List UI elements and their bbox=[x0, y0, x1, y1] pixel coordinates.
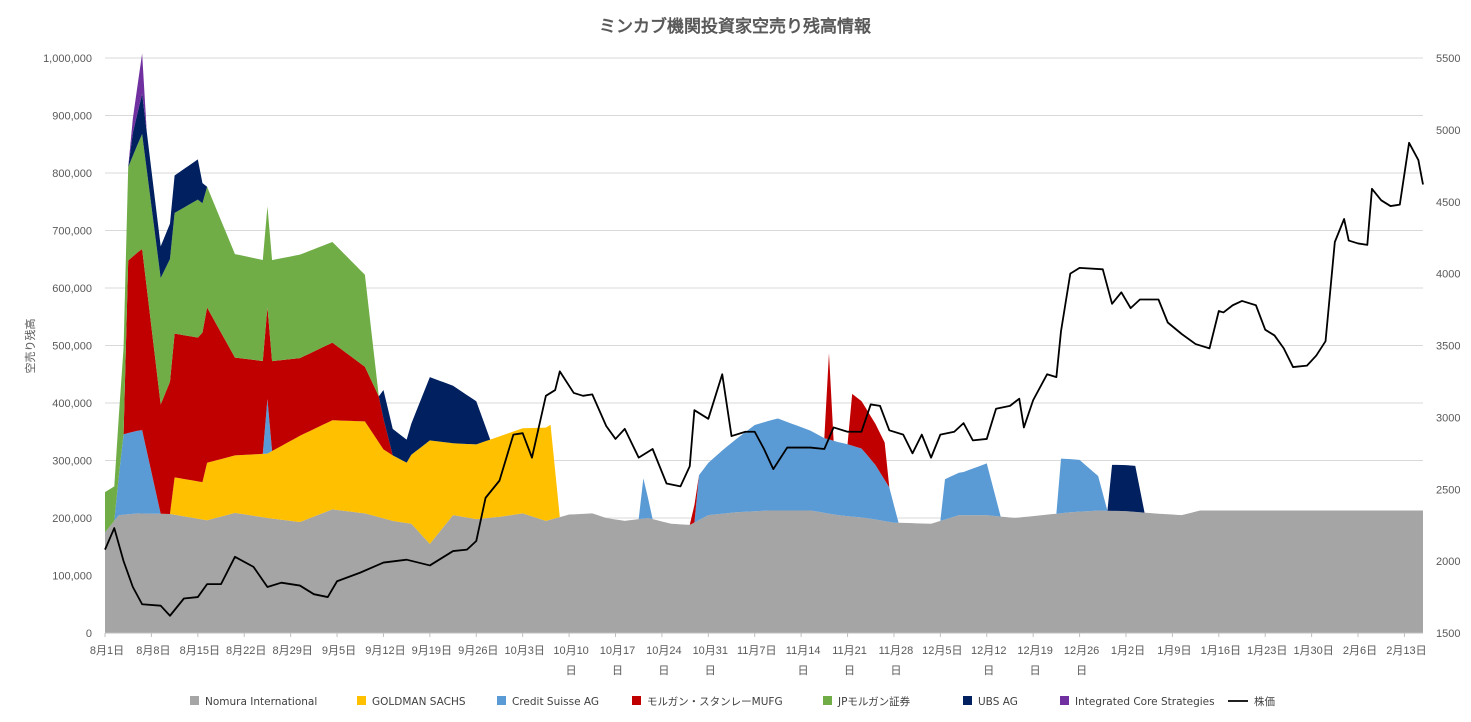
x-tick-label: 10月24 日 bbox=[646, 645, 681, 677]
x-tick-label: 11月28 日 bbox=[879, 645, 914, 677]
x-tick-label: 11月7日 bbox=[737, 645, 777, 657]
y-tick-label: 100,000 bbox=[52, 571, 92, 583]
x-tick-label: 9月12日 bbox=[365, 645, 405, 657]
y-axis-title: 空売り残高 bbox=[23, 319, 37, 374]
legend-swatch bbox=[823, 696, 832, 705]
y2-tick-label: 3000 bbox=[1436, 412, 1460, 424]
axes: 0 100,000 200,000 300,000 400,000 500,000 600,… bbox=[43, 53, 1460, 677]
x-tick-label: 1月2日 bbox=[1111, 645, 1145, 657]
x-tick-label: 11月14 日 bbox=[786, 645, 821, 677]
x-tick-label: 1月9日 bbox=[1157, 645, 1191, 657]
area-series bbox=[105, 509, 1423, 633]
legend-swatch bbox=[1060, 696, 1069, 705]
y2-tick-label: 2000 bbox=[1436, 556, 1460, 568]
x-tick-label: 8月8日 bbox=[136, 645, 170, 657]
x-tick-label: 10月3日 bbox=[504, 645, 544, 657]
legend-swatch bbox=[963, 696, 972, 705]
area-series bbox=[105, 420, 1423, 544]
x-tick-label: 8月15日 bbox=[180, 645, 220, 657]
legend-label: GOLDMAN SACHS bbox=[372, 696, 466, 708]
x-tick-label: 11月21 日 bbox=[832, 645, 867, 677]
stacked-area-series bbox=[105, 53, 1423, 633]
x-tick-label: 8月1日 bbox=[90, 645, 124, 657]
x-tick-label: 9月19日 bbox=[412, 645, 452, 657]
y2-tick-label: 4000 bbox=[1436, 269, 1460, 281]
y-tick-label: 800,000 bbox=[52, 168, 92, 180]
x-tick-label: 12月19 日 bbox=[1017, 645, 1052, 677]
area-series bbox=[105, 398, 1423, 533]
x-tick-label: 8月29日 bbox=[272, 645, 312, 657]
y-tick-label: 1,000,000 bbox=[43, 53, 92, 65]
x-tick-label: 10月31 日 bbox=[693, 645, 728, 677]
y-tick-label: 0 bbox=[86, 628, 92, 640]
y2-tick-label: 2500 bbox=[1436, 484, 1460, 496]
y2-tick-label: 3500 bbox=[1436, 341, 1460, 353]
y-tick-label: 400,000 bbox=[52, 398, 92, 410]
legend-swatch bbox=[357, 696, 366, 705]
y-tick-label: 500,000 bbox=[52, 341, 92, 353]
y2-tick-label: 5000 bbox=[1436, 125, 1460, 137]
y-tick-label: 300,000 bbox=[52, 456, 92, 468]
y-tick-label: 700,000 bbox=[52, 226, 92, 238]
x-tick-label: 10月10 日 bbox=[553, 645, 588, 677]
y2-tick-label: 1500 bbox=[1436, 628, 1460, 640]
x-tick-label: 12月26 日 bbox=[1064, 645, 1099, 677]
legend-label: モルガン・スタンレーMUFG bbox=[647, 696, 783, 708]
legend-label: Integrated Core Strategies bbox=[1075, 696, 1215, 708]
legend: Nomura International GOLDMAN SACHS Credit … bbox=[190, 695, 1275, 708]
stock-price-line-series bbox=[104, 141, 1424, 617]
x-tick-label: 12月12 日 bbox=[971, 645, 1006, 677]
x-tick-label: 10月17 日 bbox=[600, 645, 635, 677]
y-tick-label: 200,000 bbox=[52, 513, 92, 525]
legend-label: Credit Suisse AG bbox=[512, 696, 599, 708]
x-tick-label: 8月22日 bbox=[226, 645, 266, 657]
x-tick-label: 1月23日 bbox=[1247, 645, 1287, 657]
x-tick-label: 2月13日 bbox=[1386, 645, 1426, 657]
x-tick-label: 1月16日 bbox=[1201, 645, 1241, 657]
y-tick-label: 900,000 bbox=[52, 111, 92, 123]
stock-price-line bbox=[104, 141, 1424, 617]
chart-title: ミンカブ機関投資家空売り残高情報 bbox=[599, 16, 872, 37]
y-tick-label: 600,000 bbox=[52, 283, 92, 295]
area-series bbox=[105, 133, 1423, 533]
x-tick-label: 9月5日 bbox=[322, 645, 356, 657]
x-tick-label: 12月5日 bbox=[922, 645, 962, 657]
area-series bbox=[105, 248, 1423, 533]
legend-swatch bbox=[632, 696, 641, 705]
legend-label: UBS AG bbox=[978, 696, 1018, 708]
x-tick-label: 2月6日 bbox=[1343, 645, 1377, 657]
legend-swatch bbox=[497, 696, 506, 705]
legend-label: Nomura International bbox=[205, 696, 317, 708]
y2-tick-label: 4500 bbox=[1436, 197, 1460, 209]
legend-swatch bbox=[190, 696, 199, 705]
area-series bbox=[105, 93, 1423, 525]
legend-label: JPモルガン証券 bbox=[837, 695, 911, 708]
y2-tick-label: 5500 bbox=[1436, 53, 1460, 65]
x-tick-label: 1月30日 bbox=[1293, 645, 1333, 657]
x-tick-label: 9月26日 bbox=[458, 645, 498, 657]
legend-label: 株価 bbox=[1254, 695, 1275, 708]
